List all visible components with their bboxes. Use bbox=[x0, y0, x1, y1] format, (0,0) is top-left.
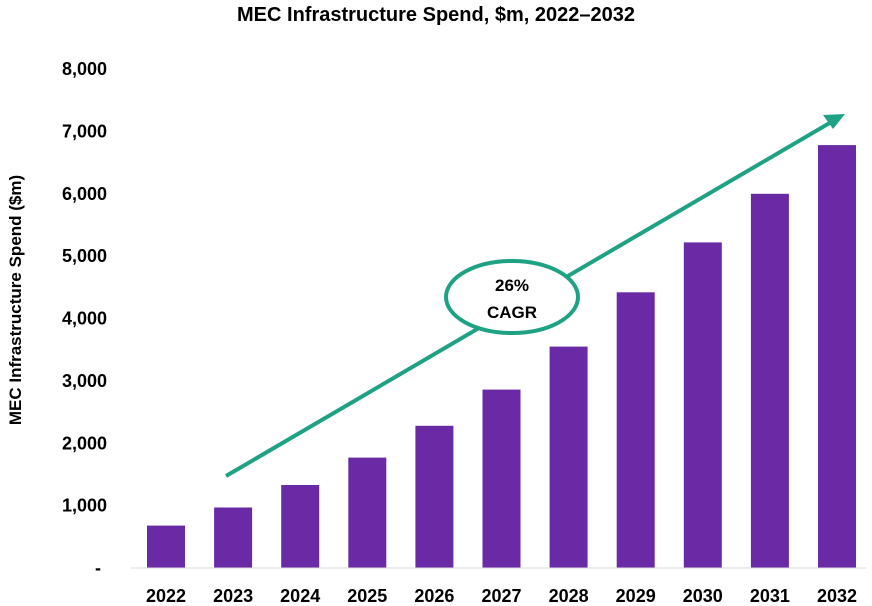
cagr-percent-label: 26% bbox=[495, 276, 529, 295]
y-tick-label: 7,000 bbox=[62, 121, 107, 141]
x-tick-label: 2027 bbox=[481, 586, 521, 606]
y-tick-label: 5,000 bbox=[62, 246, 107, 266]
bar-2026 bbox=[415, 425, 454, 568]
y-tick-label: - bbox=[95, 558, 101, 578]
bar-2027 bbox=[482, 389, 521, 568]
bar-2031 bbox=[750, 193, 789, 569]
x-tick-label: 2026 bbox=[414, 586, 454, 606]
x-tick-labels: 2022 2023 2024 2025 2026 2027 2028 2029 2030 2031… bbox=[146, 586, 857, 606]
y-tick-label: 6,000 bbox=[62, 184, 107, 204]
bar-2024 bbox=[281, 485, 320, 568]
y-tick-label: 8,000 bbox=[62, 59, 107, 79]
cagr-ellipse bbox=[444, 259, 580, 335]
bar-2025 bbox=[348, 457, 387, 568]
x-tick-label: 2032 bbox=[817, 586, 857, 606]
cagr-arrow-head bbox=[823, 114, 845, 129]
y-tick-label: 1,000 bbox=[62, 496, 107, 516]
y-tick-labels: - 1,000 2,000 3,000 4,000 5,000 6,000 7,000 8,00… bbox=[62, 59, 107, 578]
y-tick-label: 4,000 bbox=[62, 309, 107, 329]
x-tick-label: 2031 bbox=[750, 586, 790, 606]
x-tick-label: 2029 bbox=[616, 586, 656, 606]
bar-2030 bbox=[683, 242, 722, 568]
y-tick-label: 2,000 bbox=[62, 433, 107, 453]
x-tick-label: 2028 bbox=[549, 586, 589, 606]
cagr-annotation: 26% CAGR bbox=[224, 114, 845, 478]
bar-2032 bbox=[818, 145, 856, 568]
x-tick-label: 2024 bbox=[280, 586, 320, 606]
y-tick-label: 3,000 bbox=[62, 371, 107, 391]
bar-2022 bbox=[147, 525, 185, 568]
cagr-text-label: CAGR bbox=[487, 303, 537, 322]
x-tick-label: 2030 bbox=[683, 586, 723, 606]
x-tick-label: 2023 bbox=[213, 586, 253, 606]
x-tick-label: 2022 bbox=[146, 586, 186, 606]
bar-2029 bbox=[616, 292, 655, 568]
bar-2023 bbox=[214, 507, 253, 568]
bar-2028 bbox=[549, 346, 588, 568]
x-tick-label: 2025 bbox=[347, 586, 387, 606]
bars-group bbox=[147, 145, 856, 569]
chart-title: MEC Infrastructure Spend, $m, 2022–2032 bbox=[237, 4, 635, 26]
